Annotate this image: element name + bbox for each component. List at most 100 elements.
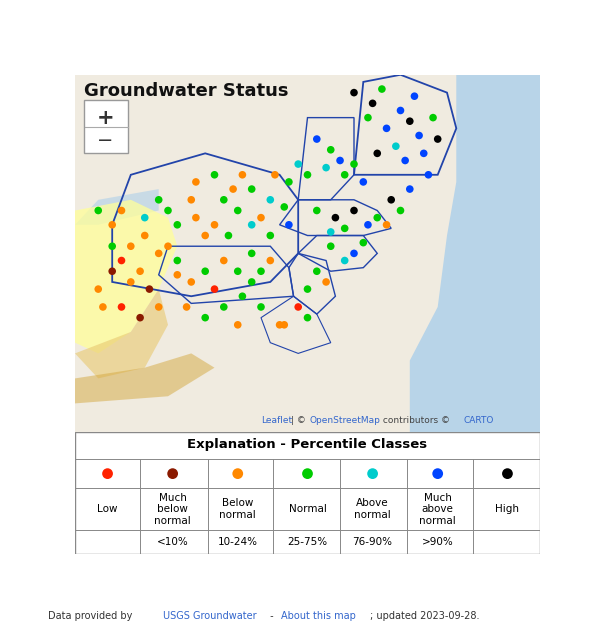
- Point: [191, 177, 200, 187]
- Point: [359, 237, 368, 247]
- Point: [247, 220, 257, 230]
- Point: [265, 231, 275, 240]
- Point: [275, 320, 284, 330]
- Point: [187, 277, 196, 287]
- Point: [238, 292, 247, 302]
- Polygon shape: [75, 353, 215, 404]
- Point: [424, 170, 433, 180]
- Point: [312, 206, 322, 216]
- Text: 25-75%: 25-75%: [287, 537, 328, 547]
- Point: [280, 202, 289, 212]
- Point: [312, 134, 322, 144]
- Point: [405, 184, 415, 194]
- Point: [322, 277, 331, 287]
- Point: [103, 468, 112, 478]
- Polygon shape: [75, 200, 178, 353]
- Point: [233, 266, 242, 276]
- Point: [359, 177, 368, 187]
- Point: [349, 249, 359, 259]
- Point: [326, 241, 335, 251]
- Point: [368, 98, 377, 108]
- Point: [265, 195, 275, 205]
- Point: [173, 220, 182, 230]
- Point: [136, 266, 145, 276]
- Point: [191, 212, 200, 222]
- Point: [256, 212, 266, 222]
- Point: [182, 302, 191, 312]
- Point: [154, 249, 163, 259]
- Point: [326, 145, 335, 155]
- Text: Much
below
normal: Much below normal: [154, 493, 191, 526]
- Point: [116, 302, 127, 312]
- Point: [400, 156, 410, 166]
- Point: [233, 206, 242, 216]
- Point: [247, 249, 257, 259]
- Point: [140, 212, 149, 222]
- Text: 10-24%: 10-24%: [218, 537, 258, 547]
- Text: USGS Groundwater: USGS Groundwater: [163, 611, 257, 621]
- Point: [405, 117, 415, 126]
- Point: [303, 170, 313, 180]
- Point: [335, 156, 345, 166]
- Point: [382, 220, 391, 230]
- Text: Data provided by: Data provided by: [48, 611, 136, 621]
- Point: [229, 184, 238, 194]
- Text: +: +: [97, 108, 114, 128]
- Point: [126, 241, 136, 251]
- Text: About this map: About this map: [281, 611, 356, 621]
- Point: [219, 195, 229, 205]
- Point: [168, 468, 178, 478]
- Text: Low: Low: [97, 504, 118, 514]
- Point: [98, 302, 108, 312]
- Point: [210, 170, 220, 180]
- Polygon shape: [75, 189, 158, 225]
- Point: [331, 212, 340, 222]
- Point: [210, 284, 220, 294]
- Point: [238, 170, 247, 180]
- Point: [373, 148, 382, 158]
- Point: [293, 159, 303, 169]
- Point: [219, 302, 229, 312]
- Text: <10%: <10%: [157, 537, 188, 547]
- Point: [349, 206, 359, 216]
- Point: [270, 170, 280, 180]
- Point: [377, 84, 387, 94]
- Text: Groundwater Status: Groundwater Status: [84, 82, 289, 100]
- Point: [116, 206, 127, 216]
- Point: [326, 227, 335, 237]
- Point: [256, 302, 266, 312]
- Point: [428, 113, 438, 123]
- Point: [349, 159, 359, 169]
- Point: [340, 255, 349, 265]
- Point: [386, 195, 396, 205]
- Point: [247, 277, 257, 287]
- Point: [340, 170, 349, 180]
- Text: ; updated 2023-09-28.: ; updated 2023-09-28.: [370, 611, 480, 621]
- Point: [419, 148, 428, 158]
- Point: [94, 284, 103, 294]
- Point: [154, 302, 163, 312]
- Point: [303, 313, 313, 323]
- Point: [154, 195, 163, 205]
- Point: [410, 91, 419, 101]
- FancyBboxPatch shape: [84, 100, 128, 153]
- Text: 76-90%: 76-90%: [353, 537, 392, 547]
- Point: [247, 184, 257, 194]
- Point: [107, 266, 117, 276]
- Point: [433, 134, 443, 144]
- Point: [284, 177, 294, 187]
- Point: [280, 320, 289, 330]
- Point: [363, 113, 373, 123]
- Point: [368, 468, 377, 478]
- Point: [163, 206, 173, 216]
- Polygon shape: [75, 289, 168, 378]
- Point: [145, 284, 154, 294]
- Point: [256, 266, 266, 276]
- Point: [173, 255, 182, 265]
- Point: [224, 231, 233, 240]
- Text: OpenStreetMap: OpenStreetMap: [310, 416, 381, 425]
- Point: [200, 266, 210, 276]
- Point: [363, 220, 373, 230]
- Point: [94, 206, 103, 216]
- Point: [303, 284, 313, 294]
